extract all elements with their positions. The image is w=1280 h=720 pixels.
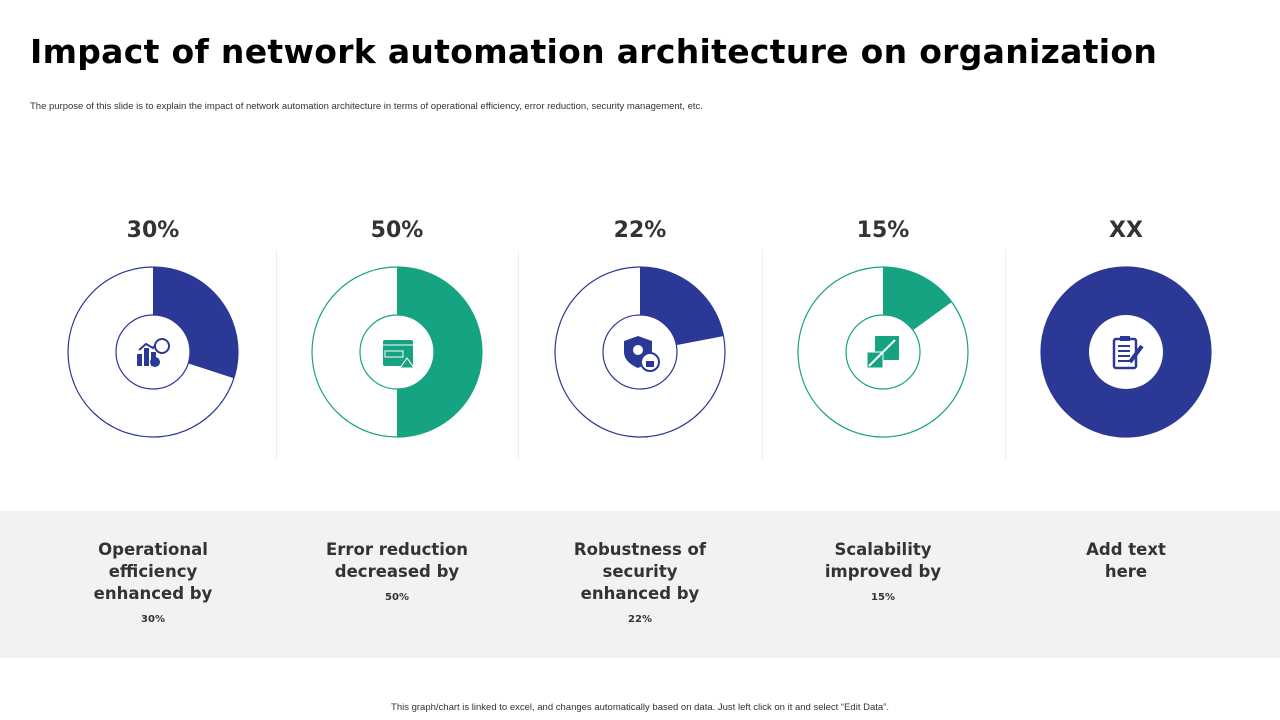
value-label: 50% [370,218,424,243]
category-label: Add text here [1086,540,1166,581]
growth-chart-icon [866,336,899,369]
donut-slice[interactable] [1041,267,1211,437]
divider [1005,250,1006,460]
value-label: XX [1109,218,1143,243]
category-sub-value: 15% [871,592,895,603]
category-sub-value: 30% [141,614,165,625]
category-label: Robustness of security enhanced by 22% [560,539,720,631]
browser-warning-icon [383,340,415,369]
donut-4[interactable] [797,266,969,438]
donut-2[interactable] [311,266,483,438]
divider [276,250,277,460]
category-sub-value: 50% [385,592,409,603]
donut-5[interactable] [1040,266,1212,438]
page-title: Impact of network automation architectur… [30,32,1158,71]
shield-gear-lock-icon [624,336,660,372]
donut-slice[interactable] [153,267,238,379]
value-label: 30% [126,218,180,243]
value-label: 15% [856,218,910,243]
analytics-gear-clock-icon [137,338,170,367]
donut-slice[interactable] [640,267,724,346]
donut-slice[interactable] [883,267,952,331]
donut-slice[interactable] [397,267,482,437]
donut-3[interactable] [554,266,726,438]
category-label: Scalability improved by 15% [803,539,963,609]
labels-band [0,511,1280,658]
divider [518,250,519,460]
category-sub-value: 22% [628,614,652,625]
value-label: 22% [613,218,667,243]
category-label: Operational efficiency enhanced by 30% [73,539,233,631]
page-subtitle: The purpose of this slide is to explain … [30,101,703,112]
clipboard-edit-icon [1112,336,1144,370]
category-label: Error reduction decreased by 50% [317,539,477,609]
footer-note: This graph/chart is linked to excel, and… [391,702,889,713]
divider [762,250,763,460]
donut-1[interactable] [67,266,239,438]
